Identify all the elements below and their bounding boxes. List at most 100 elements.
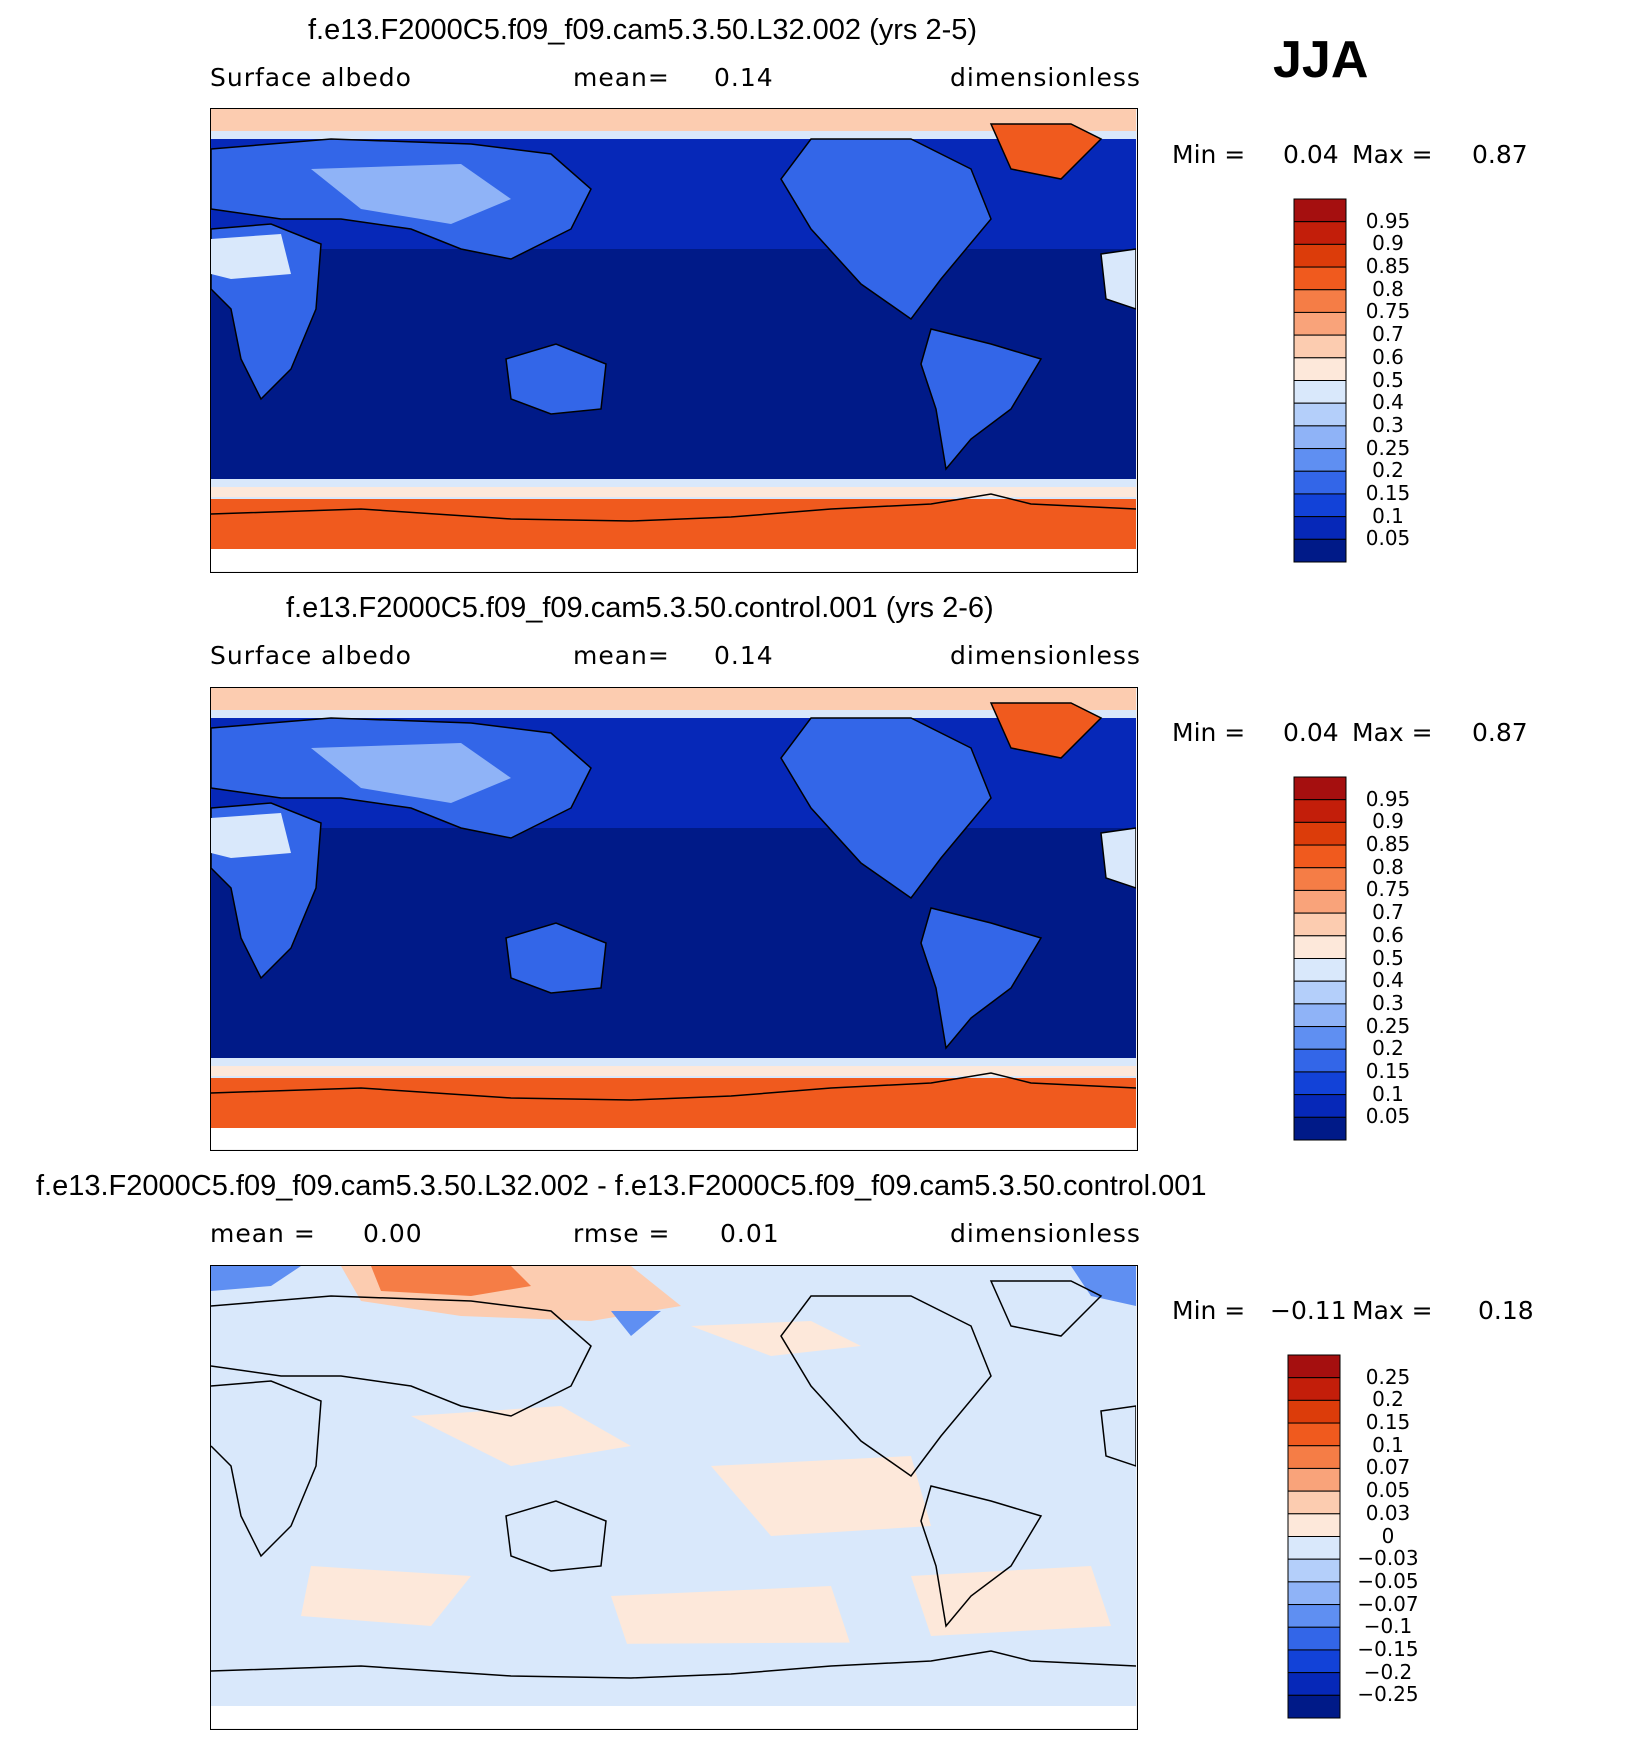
colorbar-swatch [1293,776,1347,801]
panel-3-rmse-label: rmse = [573,1219,671,1248]
colorbar-swatch [1293,538,1347,563]
colorbar-label: 0.15 [1365,1058,1411,1083]
colorbar-label: −0.2 [1363,1659,1413,1684]
colorbar-swatch [1293,958,1347,982]
colorbar-swatch [1293,380,1347,404]
colorbar-swatch [1293,821,1347,846]
colorbar-swatch [1293,448,1347,472]
colorbar-label: 0.6 [1372,344,1404,369]
colorbar-swatch [1287,1649,1341,1674]
colorbar-label: 0.15 [1365,480,1411,505]
colorbar-swatch [1293,1094,1347,1118]
panel-2-title: f.e13.F2000C5.f09_f09.cam5.3.50.control.… [286,592,994,624]
colorbar-label: 0.05 [1365,1104,1411,1129]
colorbar-swatch [1293,867,1347,891]
panel-3-units: dimensionless [950,1219,1141,1248]
panel-1-units: dimensionless [950,63,1141,92]
colorbar-swatch [1287,1558,1341,1583]
colorbar-label: 0.95 [1365,786,1411,811]
colorbar-label: 0.4 [1372,390,1404,415]
colorbar-swatch [1293,425,1347,450]
colorbar-label: 0.3 [1372,412,1404,437]
colorbar-label: 0.9 [1372,231,1404,256]
colorbar-swatch [1287,1536,1341,1560]
panel-3-map [210,1265,1138,1730]
colorbar-label: −0.05 [1357,1568,1419,1593]
colorbar-label: 0.25 [1365,1364,1411,1389]
colorbar-label: 0.6 [1372,922,1404,947]
colorbar-label: 0.5 [1372,945,1404,970]
colorbar-swatch [1293,935,1347,959]
colorbar-label: 0.2 [1372,1387,1404,1412]
colorbar-swatch [1287,1490,1341,1515]
colorbar-label: 0.25 [1365,1013,1411,1038]
panel-3-min-value: −0.11 [1270,1296,1347,1325]
colorbar-swatch [1287,1694,1341,1719]
colorbar-swatch [1287,1604,1341,1628]
colorbar-label: −0.03 [1357,1546,1419,1571]
colorbar-label: 0.1 [1372,1432,1404,1457]
colorbar-label: 0.8 [1372,276,1404,301]
panel-1-max-value: 0.87 [1472,140,1528,169]
season-label: JJA [1273,31,1369,89]
panel-2-map-svg [211,688,1136,1149]
colorbar-label: 0 [1381,1523,1395,1548]
panel-1-mean-value: 0.14 [714,63,774,92]
colorbar-label: 0.7 [1372,900,1404,925]
colorbar-swatch [1293,1071,1347,1096]
panel-2-map [210,687,1138,1151]
colorbar-swatch [1287,1399,1341,1424]
colorbar-swatch [1293,1003,1347,1028]
panel-1-map [210,108,1138,573]
colorbar-label: −0.07 [1357,1591,1419,1616]
colorbar-swatch [1293,980,1347,1005]
colorbar-swatch [1293,289,1347,313]
panel-2-colorbar [1293,776,1347,1141]
panel-2-min-label: Min = [1172,718,1246,747]
colorbar-swatch [1287,1626,1341,1651]
colorbar-label: 0.3 [1372,990,1404,1015]
panel-3-mean-value: 0.00 [363,1219,423,1248]
colorbar-label: 0.1 [1372,1081,1404,1106]
colorbar-label: 0.5 [1372,367,1404,392]
colorbar-label: 0.05 [1365,1478,1411,1503]
colorbar-swatch [1293,357,1347,381]
panel-2-max-value: 0.87 [1472,718,1528,747]
colorbar-label: 0.95 [1365,208,1411,233]
panel-3-min-label: Min = [1172,1296,1246,1325]
colorbar-label: 0.1 [1372,503,1404,528]
panel-3-max-value: 0.18 [1478,1296,1534,1325]
panel-1-colorbar [1293,198,1347,563]
panel-3-map-svg [211,1266,1136,1728]
colorbar-swatch [1287,1377,1341,1401]
colorbar-swatch [1293,493,1347,518]
colorbar-swatch [1293,889,1347,914]
colorbar-swatch [1293,311,1347,336]
colorbar-swatch [1293,221,1347,245]
colorbar-label: 0.9 [1372,809,1404,834]
colorbar-swatch [1293,334,1347,359]
colorbar-swatch [1293,912,1347,937]
colorbar-swatch [1293,1048,1347,1073]
colorbar-swatch [1293,1026,1347,1050]
panel-1-title: f.e13.F2000C5.f09_f09.cam5.3.50.L32.002 … [308,14,978,46]
colorbar-label: 0.4 [1372,968,1404,993]
colorbar-swatch [1293,1116,1347,1141]
colorbar-label: 0.25 [1365,435,1411,460]
panel-3-max-label: Max = [1352,1296,1433,1325]
colorbar-label: −0.25 [1357,1682,1419,1707]
panel-2-max-label: Max = [1352,718,1433,747]
panel-1-map-svg [211,109,1136,571]
panel-2-mean-label: mean= [573,641,670,670]
colorbar-swatch [1293,470,1347,495]
colorbar-label: 0.05 [1365,526,1411,551]
panel-1-max-label: Max = [1352,140,1433,169]
panel-3-title: f.e13.F2000C5.f09_f09.cam5.3.50.L32.002 … [36,1170,1207,1202]
colorbar-label: 0.75 [1365,877,1411,902]
panel-1-min-value: 0.04 [1283,140,1339,169]
panel-3-mean-label: mean = [210,1219,316,1248]
colorbar-swatch [1293,844,1347,869]
colorbar-swatch [1293,266,1347,291]
colorbar-swatch [1287,1513,1341,1537]
colorbar-label: 0.2 [1372,458,1404,483]
